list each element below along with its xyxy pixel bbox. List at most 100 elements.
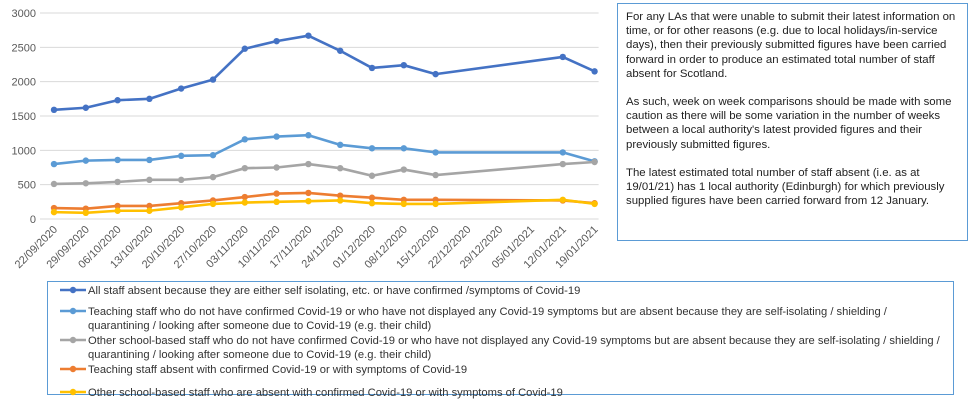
legend-swatch-teaching-isolating [60,307,86,314]
data-point [368,145,376,152]
data-point [146,202,153,210]
legend-label-all-staff: All staff absent because they are either… [88,285,581,297]
series-3 [50,158,598,188]
y-tick-label: 2000 [12,77,36,89]
data-point [241,164,248,172]
data-point [146,156,153,164]
data-point [178,85,185,92]
legend-label-other-isolating: Other school-based staff who do not have… [88,334,940,362]
data-point [178,176,185,184]
data-point [305,132,312,139]
gridlines [40,12,599,220]
data-point [50,106,58,114]
data-point [241,136,248,143]
data-point [273,37,280,45]
legend-swatch-teaching-confirmed [60,365,86,373]
y-tick-label: 3000 [12,8,36,20]
data-point [241,193,248,201]
data-point [273,164,280,171]
chart-legend: All staff absent because they are either… [47,281,954,399]
data-point [432,200,439,208]
data-point [146,176,153,184]
data-point [368,200,376,207]
data-point [591,158,598,166]
explanatory-note: For any LAs that were unable to submit t… [617,3,968,241]
y-tick-label: 2500 [12,42,36,54]
series-line [53,160,595,186]
y-tick-label: 0 [30,214,36,226]
y-axis-ticks: 0 500 1000 1500 2000 2500 3000 [12,8,36,226]
data-point [591,200,598,208]
data-point [559,149,566,156]
data-point [241,45,248,52]
legend-label-other-confirmed: Other school-based staff who are absent … [88,386,563,399]
data-point [337,164,344,172]
legend-item-teaching-isolating: Teaching staff who do not have confirmed… [60,305,945,334]
note-paragraph-3: The latest estimated total number of sta… [626,166,945,208]
series-line [53,34,596,112]
data-point [114,156,121,164]
data-point [305,189,312,197]
data-point [305,160,312,168]
data-point [50,160,58,168]
legend-item-all-staff: All staff absent because they are either… [60,284,945,299]
legend-swatch-other-confirmed [60,388,86,395]
data-point [273,133,280,140]
data-point [241,199,248,206]
data-point [305,32,312,39]
data-point [559,160,566,168]
data-point [432,171,439,179]
data-point [209,200,217,208]
line-chart: 0 500 1000 1500 2000 2500 3000 22/09/202029/09… [12,8,601,271]
series-1 [50,32,598,114]
data-point [400,61,407,69]
data-point [178,152,185,160]
y-tick-label: 1500 [12,111,36,123]
legend-label-teaching-confirmed: Teaching staff absent with confirmed Cov… [88,363,468,376]
data-point [209,151,217,159]
data-point [305,197,312,205]
data-point [337,47,344,54]
data-point [209,76,217,83]
data-point [82,104,90,111]
data-point [559,196,566,203]
data-point [368,172,376,179]
data-point [368,194,376,201]
data-point [591,68,598,75]
legend-item-teaching-confirmed: Teaching staff absent with confirmed Cov… [60,363,945,378]
legend-swatch-all-staff [60,286,86,294]
data-point [82,157,90,164]
data-point [114,207,121,214]
series-lines [50,32,598,217]
x-axis-ticks: 22/09/202029/09/202006/10/202013/10/2020… [13,224,601,271]
legend-label-teaching-isolating: Teaching staff who do not have confirmed… [88,305,887,333]
data-point [146,95,153,103]
series-line [53,133,595,166]
data-point [146,207,153,214]
legend-item-other-isolating: Other school-based staff who do not have… [60,334,945,363]
data-point [400,166,407,173]
series-5 [50,196,598,217]
note-paragraph-1: For any LAs that were unable to submit t… [626,11,956,80]
data-point [50,208,58,216]
data-point [178,204,185,211]
y-tick-label: 500 [18,180,36,192]
series-2 [50,132,598,168]
data-point [114,97,121,104]
data-point [50,180,58,188]
data-point [337,197,344,204]
data-point [273,198,280,206]
data-point [559,53,566,61]
legend-swatch-other-isolating [60,336,86,343]
legend-item-other-confirmed: Other school-based staff who are absent … [60,386,945,400]
data-point [114,202,121,210]
data-point [82,180,90,187]
data-point [114,178,121,186]
data-point [273,190,280,197]
data-point [82,209,90,217]
data-point [400,200,407,208]
data-point [368,64,376,72]
data-point [209,173,217,181]
data-point [400,145,407,152]
data-point [432,70,439,78]
